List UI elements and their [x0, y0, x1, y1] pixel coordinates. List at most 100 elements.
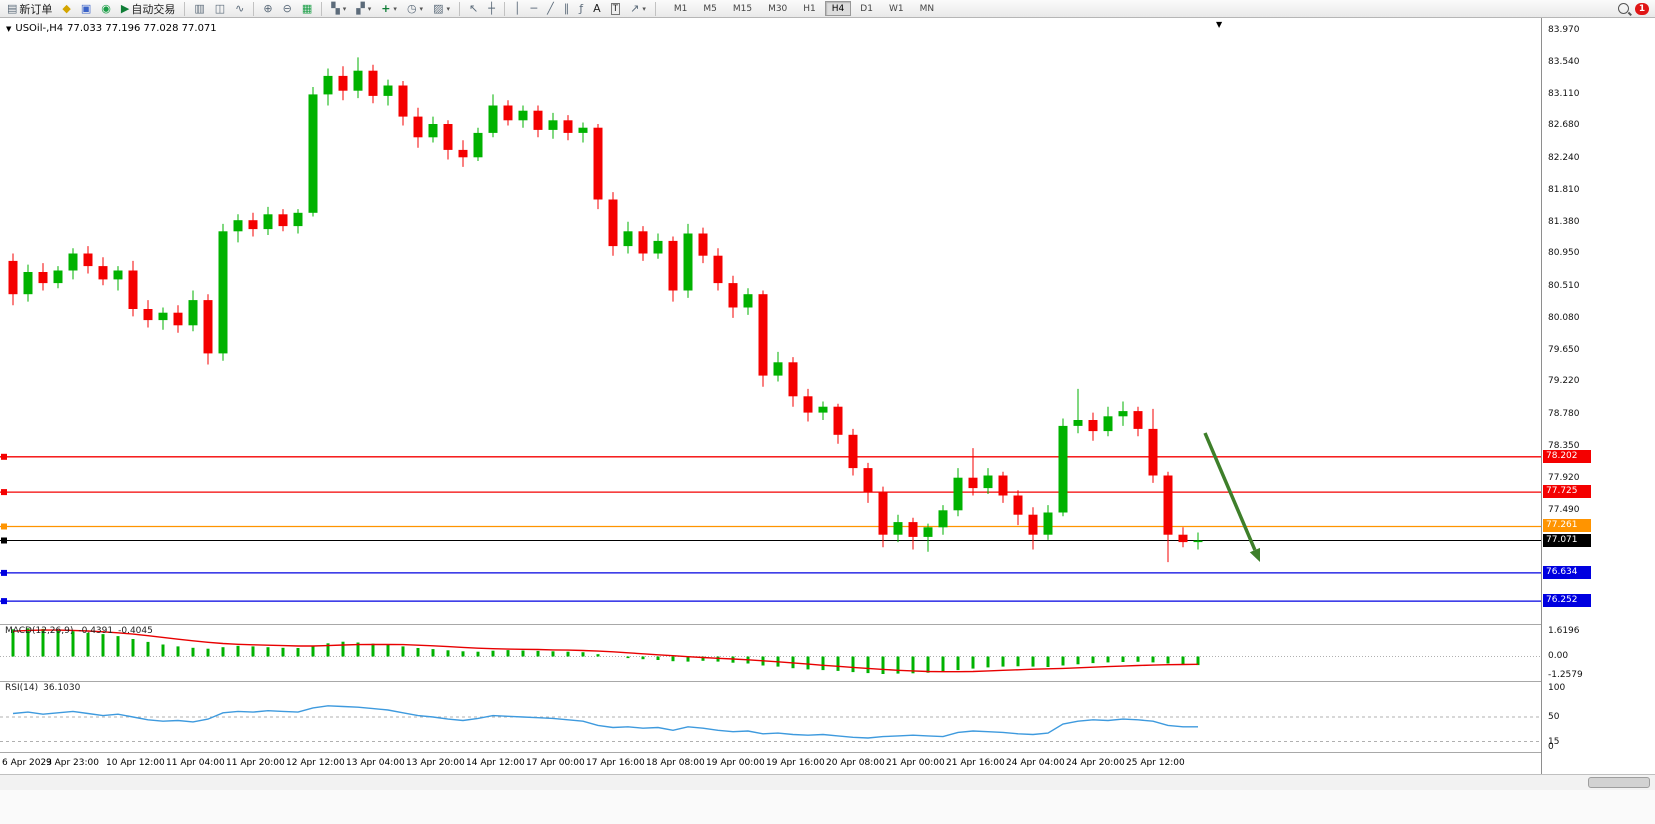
fibonacci-button[interactable]: ƒ — [575, 1, 587, 17]
arrange-charts-button[interactable]: ▚ ▾ — [327, 1, 350, 17]
profiles-button[interactable]: ▣ — [77, 1, 95, 17]
timeframe-button-d1[interactable]: D1 — [853, 1, 880, 16]
text-label-tool-button[interactable]: T — [607, 1, 625, 17]
candle-body — [683, 233, 693, 291]
candle-body — [368, 70, 378, 96]
rsi-label: RSI(14) 36.1030 — [5, 683, 80, 693]
candle-body — [983, 475, 993, 489]
timeframe-button-w1[interactable]: W1 — [882, 1, 911, 16]
main-toolbar: ▤ 新订单 ◆ ▣ ◉ ▶ 自动交易 ▥ ◫ ∿ ⊕ ⊖ ▦ ▚ ▾ ▞ ▾ + ▾ … — [0, 0, 1655, 18]
candle-body — [893, 522, 903, 535]
time-axis-label: 9 Apr 23:00 — [46, 758, 99, 768]
candle-body — [593, 127, 603, 200]
pane-divider[interactable] — [0, 752, 1655, 753]
candle-body — [158, 312, 168, 321]
add-indicator-icon: + — [381, 1, 391, 15]
crosshair-button[interactable]: ┼ — [484, 1, 499, 17]
main-chart-canvas[interactable] — [0, 18, 1541, 624]
arrows-tool-button[interactable]: ↗ ▾ — [626, 1, 650, 17]
level-line-handle[interactable] — [1, 569, 7, 576]
candle-body — [458, 149, 468, 158]
level-line-handle[interactable] — [1, 598, 7, 605]
candle-body — [1028, 514, 1038, 535]
candle-body — [308, 94, 318, 213]
autotrading-label: 自动交易 — [131, 2, 176, 16]
text-tool-button[interactable]: A — [589, 1, 605, 17]
macd-signal-line — [12, 629, 1199, 673]
zoom-out-icon: ⊖ — [282, 1, 292, 15]
time-axis-label: 12 Apr 12:00 — [286, 758, 345, 768]
add-indicator-button[interactable]: + ▾ — [377, 1, 401, 17]
channel-icon: ∥ — [563, 1, 570, 15]
timeframe-button-h1[interactable]: H1 — [796, 1, 823, 16]
timeframe-button-m5[interactable]: M5 — [696, 1, 724, 16]
template-icon: ▨ — [433, 1, 444, 15]
candle-body — [443, 124, 453, 150]
tile-windows-button[interactable]: ▦ — [298, 1, 316, 17]
level-line-handle[interactable] — [1, 537, 7, 544]
time-axis-label: 19 Apr 16:00 — [766, 758, 825, 768]
trend-arrow-annotation[interactable] — [1203, 432, 1257, 551]
trendline-button[interactable]: ╱ — [543, 1, 558, 17]
chart-area: ▼ USOil-,H4 77.033 77.196 77.028 77.071 … — [0, 18, 1655, 824]
candle-body — [1178, 534, 1188, 543]
timeframe-button-m30[interactable]: M30 — [761, 1, 794, 16]
channel-button[interactable]: ∥ — [560, 1, 574, 17]
candle-body — [1058, 425, 1068, 513]
templates-button[interactable]: ▨ ▾ — [429, 1, 454, 17]
level-line-handle[interactable] — [1, 453, 7, 460]
candle-body — [1193, 540, 1203, 543]
price-axis[interactable]: 83.970 83.540 83.110 82.680 82.240 81.810 81.3… — [1542, 18, 1655, 774]
market-watch-button[interactable]: ◉ — [97, 1, 115, 17]
new-order-button[interactable]: ▤ 新订单 — [3, 1, 56, 17]
price-tick-label: 82.240 — [1548, 153, 1580, 163]
timeframe-button-mn[interactable]: MN — [913, 1, 942, 16]
horizontal-line-button[interactable]: ─ — [526, 1, 541, 17]
main-price-pane[interactable]: ▼ USOil-,H4 77.033 77.196 77.028 77.071 … — [0, 18, 1541, 624]
level-line-handle[interactable] — [1, 489, 7, 496]
macd-indicator-pane[interactable]: MACD(12,26,9) -0.4391 -0.4045 — [0, 625, 1541, 681]
price-tick-label: 77.490 — [1548, 505, 1580, 515]
candle-body — [278, 214, 288, 227]
macd-canvas[interactable] — [0, 625, 1541, 681]
candle-body — [908, 522, 918, 537]
trend-arrow-head[interactable] — [1249, 547, 1260, 562]
periods-button[interactable]: ◷ ▾ — [403, 1, 427, 17]
zoom-in-button[interactable]: ⊕ — [259, 1, 276, 17]
cascade-charts-button[interactable]: ▞ ▾ — [352, 1, 375, 17]
candle-body — [548, 120, 558, 130]
price-tick-label: 83.970 — [1548, 25, 1580, 35]
chart-shift-marker-icon[interactable]: ▼ — [1216, 20, 1223, 29]
vertical-line-button[interactable]: │ — [510, 1, 525, 17]
market-watch-icon: ◉ — [101, 1, 111, 15]
cursor-button[interactable]: ↖ — [465, 1, 482, 17]
time-axis-label: 10 Apr 12:00 — [106, 758, 165, 768]
notification-badge[interactable]: 1 — [1635, 2, 1649, 15]
rsi-canvas[interactable] — [0, 682, 1541, 752]
pane-divider[interactable] — [0, 624, 1655, 625]
candle-body — [833, 406, 843, 435]
price-tick-label: 83.540 — [1548, 57, 1580, 67]
one-click-trading-toggle-icon[interactable]: ▼ — [6, 24, 12, 33]
time-axis[interactable]: 6 Apr 2023 9 Apr 23:00 10 Apr 12:00 11 Apr … — [0, 753, 1541, 774]
rsi-indicator-pane[interactable]: RSI(14) 36.1030 — [0, 682, 1541, 752]
candle-body — [518, 110, 528, 121]
candle-body — [398, 85, 408, 117]
autotrading-icon: ▶ — [120, 1, 130, 15]
search-icon[interactable] — [1618, 3, 1629, 14]
line-chart-button[interactable]: ∿ — [231, 1, 248, 17]
bar-chart-button[interactable]: ▥ — [190, 1, 208, 17]
pane-divider[interactable] — [0, 681, 1655, 682]
horizontal-scrollbar-track[interactable] — [0, 774, 1655, 790]
zoom-out-button[interactable]: ⊖ — [279, 1, 296, 17]
candlestick-chart-button[interactable]: ◫ — [211, 1, 229, 17]
new-chart-button[interactable]: ◆ — [58, 1, 74, 17]
autotrading-button[interactable]: ▶ 自动交易 — [117, 1, 179, 17]
price-tick-label: 79.650 — [1548, 345, 1580, 355]
timeframe-button-h4[interactable]: H4 — [824, 1, 852, 16]
timeframe-button-m15[interactable]: M15 — [726, 1, 759, 16]
timeframe-button-m1[interactable]: M1 — [667, 1, 695, 16]
horizontal-scrollbar-thumb[interactable] — [1588, 777, 1650, 788]
level-line-handle[interactable] — [1, 523, 7, 530]
